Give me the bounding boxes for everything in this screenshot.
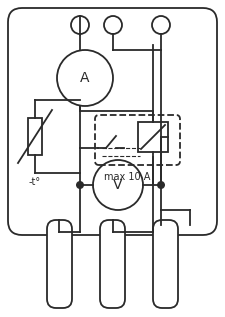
Bar [138, 122, 168, 152]
Circle shape [57, 50, 113, 106]
Circle shape [157, 181, 165, 189]
FancyBboxPatch shape [153, 220, 178, 308]
FancyBboxPatch shape [47, 220, 72, 308]
FancyBboxPatch shape [8, 8, 217, 235]
FancyBboxPatch shape [100, 220, 125, 308]
Circle shape [76, 181, 84, 189]
Circle shape [104, 16, 122, 34]
Text: -t°: -t° [29, 177, 41, 187]
Circle shape [152, 16, 170, 34]
Text: V: V [113, 178, 123, 192]
Circle shape [93, 160, 143, 210]
Bar [28, 118, 42, 155]
Circle shape [71, 16, 89, 34]
Text: max 10 A: max 10 A [104, 172, 150, 182]
Text: A: A [80, 71, 90, 85]
